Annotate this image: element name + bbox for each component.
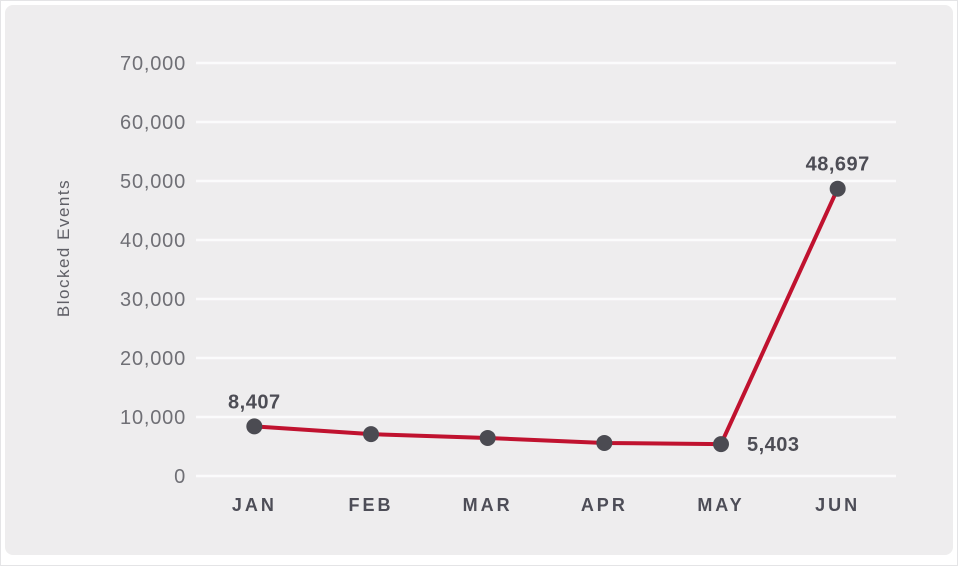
x-tick-label: JAN <box>232 495 277 515</box>
y-tick-label: 20,000 <box>120 348 186 370</box>
x-tick-label: MAY <box>697 495 744 515</box>
x-tick-label: FEB <box>349 495 394 515</box>
x-tick-label: JUN <box>815 495 860 515</box>
data-point <box>829 180 846 197</box>
y-tick-label: 10,000 <box>120 407 186 429</box>
y-tick-label: 50,000 <box>120 171 186 193</box>
y-tick-label: 60,000 <box>120 112 186 134</box>
trend-line <box>252 186 840 447</box>
data-point-label: 48,697 <box>806 154 870 176</box>
y-tick-label: 30,000 <box>120 289 186 311</box>
x-tick-label: APR <box>581 495 628 515</box>
data-point <box>713 436 729 453</box>
data-point-label: 5,403 <box>747 434 800 456</box>
y-tick-label: 70,000 <box>120 53 186 75</box>
data-point <box>363 426 379 443</box>
y-tick-label: 0 <box>174 466 186 488</box>
data-point-label: 8,407 <box>228 391 281 413</box>
y-tick-label: 40,000 <box>120 230 186 252</box>
data-point <box>479 429 496 446</box>
data-point <box>246 418 263 435</box>
data-point <box>596 434 613 451</box>
x-tick-label: MAR <box>463 495 513 515</box>
